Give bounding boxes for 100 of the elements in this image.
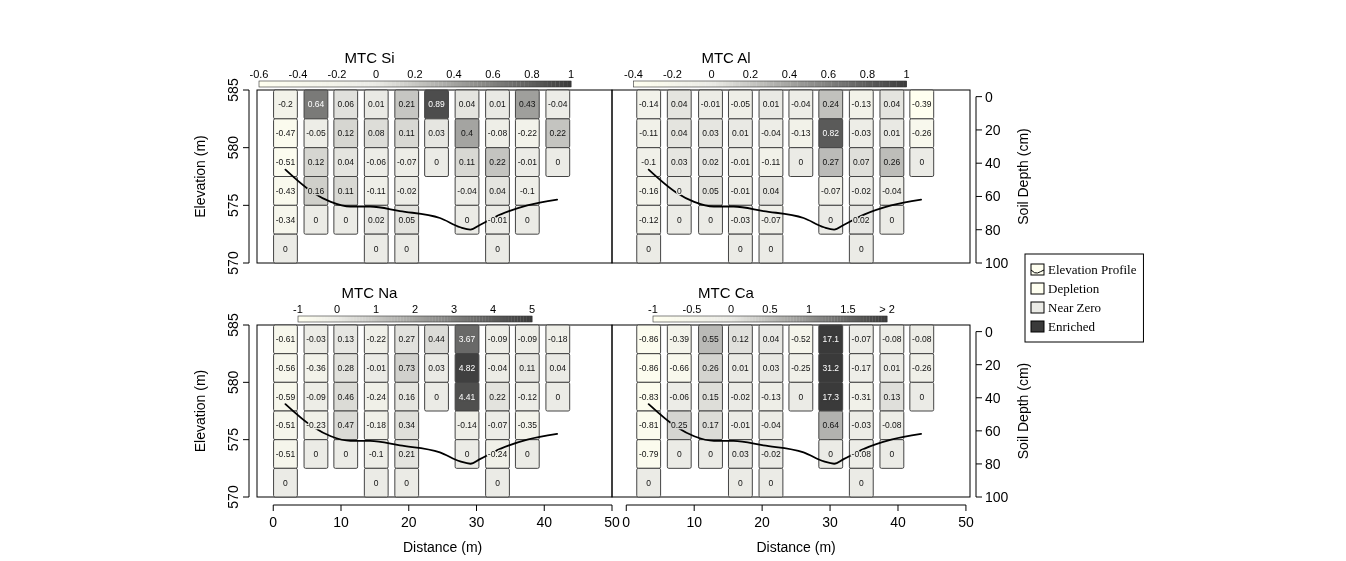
color-bar-label: -0.2 (663, 68, 682, 80)
legend-label: Elevation Profile (1048, 262, 1137, 277)
data-label: 0.02 (367, 214, 385, 225)
color-bar-label: 0 (333, 303, 341, 315)
data-label: 0.07 (853, 157, 870, 168)
data-label: 0 (524, 214, 530, 225)
data-label: 0.24 (822, 99, 840, 110)
data-label: 0.12 (337, 128, 355, 139)
y2-tick-label: 20 (985, 356, 1001, 373)
data-label: -0.02 (397, 185, 417, 196)
data-label: -0.04 (761, 420, 781, 431)
text: Enriched (1048, 319, 1096, 334)
data-label: -0.43 (275, 185, 296, 196)
data-label: 0.01 (489, 99, 507, 110)
data-label: 0.43 (519, 99, 536, 110)
data-label: 0 (434, 391, 440, 402)
y-tick-label: 580 (225, 135, 241, 160)
color-bar-label: 1 (903, 68, 910, 80)
data-label: -0.01 (730, 420, 751, 431)
color-bar-label: 0.6 (820, 68, 837, 80)
color-bar-label: 0 (372, 68, 380, 80)
data-label: -0.06 (366, 157, 387, 168)
data-label: 0.02 (853, 214, 870, 225)
color-bar-label: 0.8 (524, 68, 540, 80)
x-tick-label: 0 (269, 514, 278, 530)
data-label: 0 (858, 477, 864, 488)
data-label: -0.35 (517, 420, 538, 431)
data-label: -0.12 (517, 391, 538, 402)
data-label: 0 (798, 391, 804, 402)
data-label: -0.03 (851, 128, 872, 139)
y2-axis-title: Soil Depth (cm) (1015, 128, 1031, 225)
data-label: -0.16 (639, 185, 659, 196)
data-label: 0.64 (822, 420, 840, 431)
y-tick-label: 585 (225, 78, 241, 102)
data-label: -0.04 (487, 363, 508, 373)
data-label: 0.04 (762, 185, 780, 196)
data-label: -0.2 (278, 99, 294, 110)
data-label: 3.67 (458, 334, 476, 345)
data-label: -0.01 (730, 157, 751, 168)
data-label: -0.13 (761, 391, 781, 402)
y-tick-label: 575 (225, 427, 241, 452)
data-label: 0.26 (883, 157, 901, 168)
data-label: -0.51 (275, 420, 296, 431)
y-tick-label: 570 (225, 251, 241, 275)
data-label: 0.11 (337, 185, 354, 196)
data-label: -0.12 (639, 214, 659, 225)
data-label: -0.01 (700, 99, 721, 110)
chart-title: MTC Ca (698, 284, 755, 301)
data-label: 0.13 (883, 391, 901, 402)
data-label: -0.07 (761, 214, 781, 225)
data-label: -0.1 (519, 185, 535, 196)
data-label: 0 (889, 214, 895, 225)
data-label: -0.18 (548, 334, 568, 345)
data-label: 0.12 (732, 334, 749, 345)
color-bar-label: -0.4 (288, 68, 308, 80)
color-bar-label: -0.6 (249, 68, 269, 80)
data-label: 0.27 (398, 334, 416, 345)
data-label: 0.01 (367, 99, 385, 110)
data-label: -0.24 (366, 391, 387, 402)
data-label: -0.61 (275, 334, 296, 345)
color-bar-label: 0.2 (742, 68, 759, 80)
data-label: -0.05 (306, 128, 326, 139)
data-label: 0.28 (337, 363, 355, 373)
y2-tick-label: 20 (985, 121, 1001, 138)
data-label: -0.47 (275, 128, 296, 139)
data-label: -0.83 (639, 391, 659, 402)
data-label: -0.08 (487, 128, 508, 139)
data-label: 0.73 (398, 363, 416, 373)
data-label: -0.86 (639, 363, 659, 373)
data-label: 0 (646, 243, 652, 254)
y2-tick-label: 80 (985, 455, 1001, 472)
x-tick-label: 50 (958, 514, 974, 530)
data-label: -0.07 (397, 157, 417, 168)
data-label: -0.03 (306, 334, 326, 345)
data-label: 0.01 (883, 128, 901, 139)
data-label: 0 (313, 449, 319, 459)
color-bar-label: -0.5 (682, 303, 702, 315)
y-tick-label: 585 (225, 313, 241, 337)
color-bar-label: -1 (293, 303, 303, 315)
data-label: -0.36 (306, 363, 326, 373)
data-label: 0 (798, 157, 804, 168)
data-label: 0.08 (367, 128, 385, 139)
color-bar-label: 0.8 (859, 68, 876, 80)
data-label: 0.34 (398, 420, 416, 431)
data-label: 0.03 (732, 449, 749, 459)
data-label: 0 (828, 214, 834, 225)
data-label: -0.86 (639, 334, 659, 345)
data-label: -0.08 (882, 420, 902, 431)
data-label: 0.03 (762, 363, 780, 373)
data-label: -0.06 (669, 391, 690, 402)
data-label: 0.17 (702, 420, 720, 431)
y2-tick-label: 40 (985, 155, 1001, 172)
y-tick-label: 570 (225, 485, 241, 509)
data-label: -0.18 (366, 420, 387, 431)
chart-title: MTC Al (701, 49, 751, 66)
data-label: 0.01 (762, 99, 780, 110)
x-axis-title: Distance (m) (402, 539, 483, 555)
data-label: -0.01 (517, 157, 538, 168)
color-bar-label: 2 (411, 303, 419, 315)
data-label: 0.21 (398, 99, 416, 110)
